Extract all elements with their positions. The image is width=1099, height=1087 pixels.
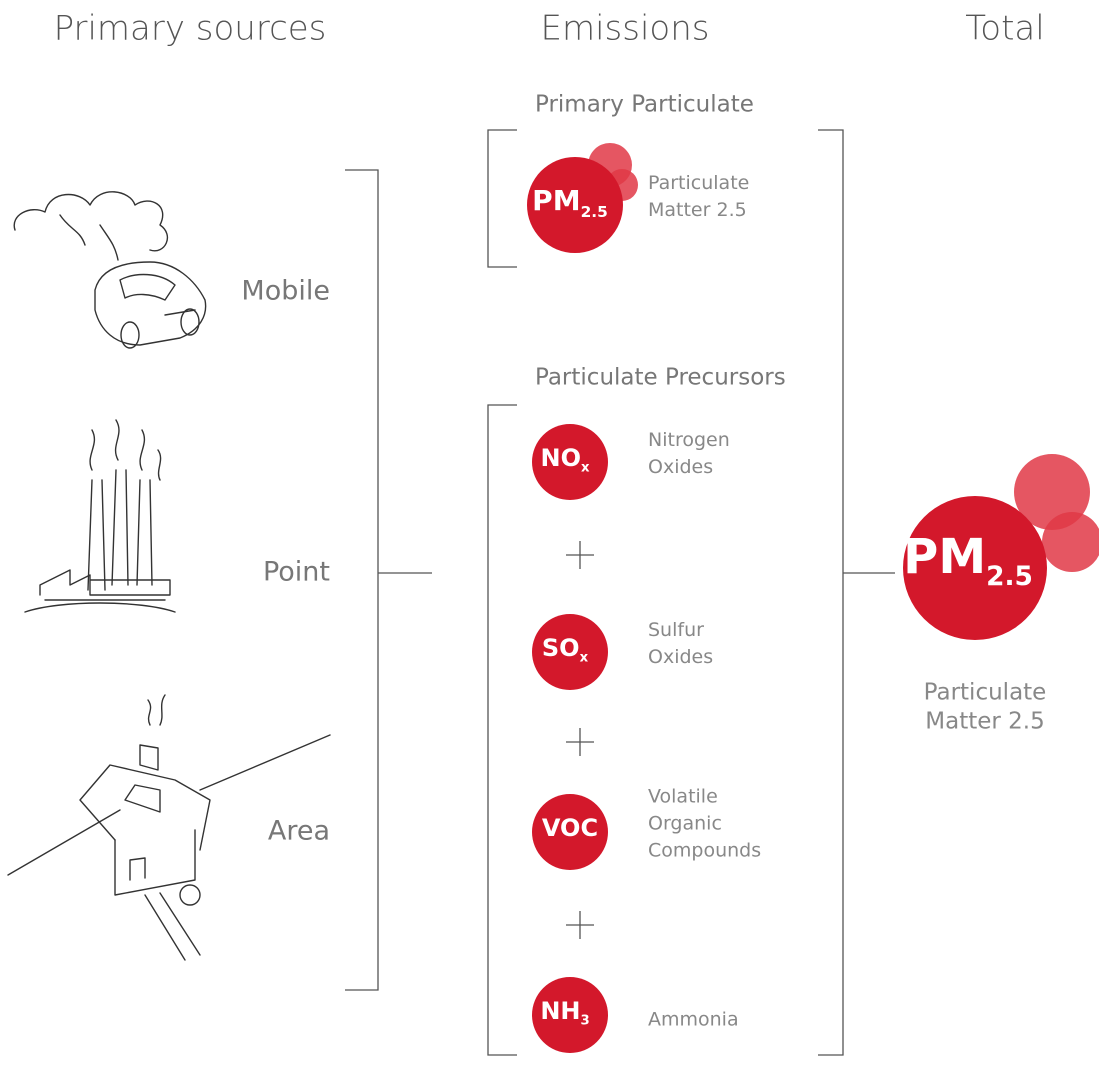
formula-subscript: x [580, 650, 589, 665]
total: PM2.5 Particulate Matter 2.5 [903, 454, 1099, 735]
formula-subscript: 2.5 [986, 560, 1033, 591]
formula-symbol: PM [532, 184, 580, 217]
item-label: Organic [648, 813, 722, 835]
item-label: Compounds [648, 840, 761, 862]
group-title: Primary Particulate [535, 92, 754, 118]
formula-circle [532, 614, 608, 690]
item-label: Matter 2.5 [648, 199, 747, 221]
precursor-bracket [487, 404, 517, 1056]
formula-subscript: x [581, 460, 590, 475]
formula: SOx [542, 634, 589, 665]
item-label: Sulfur [648, 619, 704, 641]
item-label: Particulate [648, 172, 749, 194]
formula-circle [532, 977, 608, 1053]
item-label: Nitrogen [648, 429, 730, 451]
source-label: Mobile [241, 276, 330, 307]
car-illustration [13, 191, 207, 349]
primary-bracket [487, 129, 517, 268]
item-label: Volatile [648, 786, 718, 808]
formula-circle [903, 496, 1047, 640]
formula-symbol: PM [903, 529, 986, 585]
item-label: Ammonia [648, 1009, 739, 1031]
formula-circle [532, 794, 608, 870]
formula: PM2.5 [532, 184, 608, 220]
formula-symbol: VOC [542, 814, 598, 842]
formula: NH3 [540, 997, 589, 1028]
emission-groups: Primary Particulate PM2.5 Particulate Matte… [527, 92, 786, 1053]
formula-symbol: NO [540, 444, 581, 472]
formula-symbol: SO [542, 634, 580, 662]
item-label: Oxides [648, 646, 713, 668]
formula-subscript: 2.5 [581, 202, 608, 220]
group-title: Particulate Precursors [535, 365, 786, 391]
bubble [1014, 454, 1090, 530]
plus-signs [566, 541, 594, 939]
bubble [1042, 512, 1099, 572]
total-label: Particulate [924, 680, 1047, 706]
formula: PM2.5 [903, 529, 1033, 591]
formula-circle [532, 424, 608, 500]
house-illustration [7, 694, 331, 961]
formula: NOx [540, 444, 590, 475]
emissions-bracket [818, 129, 895, 1056]
formula-circle [527, 157, 623, 253]
source-label: Point [263, 557, 330, 588]
formula-subscript: 3 [580, 1013, 589, 1028]
header-sources: Primary sources [54, 9, 327, 49]
sources: Mobile Point Area [241, 276, 330, 847]
formula: VOC [542, 814, 598, 842]
header-emissions: Emissions [541, 9, 710, 49]
factory-illustration [24, 419, 176, 613]
sources-bracket [345, 169, 432, 991]
total-label: Matter 2.5 [925, 709, 1044, 735]
formula-symbol: NH [540, 997, 580, 1025]
source-label: Area [268, 816, 330, 847]
item-label: Oxides [648, 456, 713, 478]
header-total: Total [965, 9, 1044, 49]
